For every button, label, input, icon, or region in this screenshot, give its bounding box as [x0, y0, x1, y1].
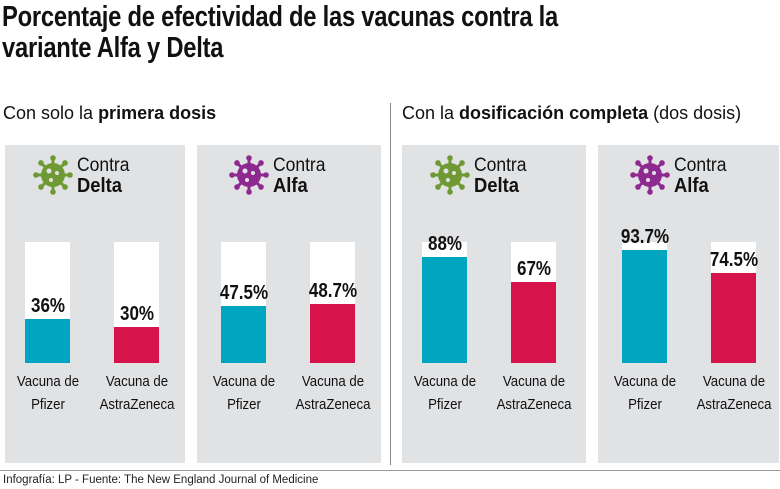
virus-icon: [430, 155, 470, 195]
virus-icon: [630, 155, 670, 195]
footer-rule: [0, 470, 780, 471]
bar-astrazeneca: [114, 327, 159, 363]
footer-credit: Infografía: LP - Fuente: The New England…: [3, 474, 319, 486]
data-label: 47.5%: [219, 282, 269, 304]
panel-header: Contra Delta: [33, 155, 134, 197]
panel-title-top: Contra: [77, 155, 130, 176]
bar-astrazeneca: [310, 304, 355, 363]
bar-pfizer: [622, 250, 667, 363]
category-line: AstraZeneca: [295, 396, 371, 413]
category-line: AstraZeneca: [496, 396, 572, 413]
panel-title-variant: Delta: [77, 175, 122, 197]
category-line: Pfizer: [628, 396, 662, 413]
data-label: 93.7%: [620, 226, 670, 248]
data-label: 74.5%: [709, 249, 759, 271]
virus-icon: [33, 155, 73, 195]
category-line: AstraZeneca: [99, 396, 175, 413]
bar-astrazeneca: [711, 273, 756, 363]
category-label: Vacuna de AstraZeneca: [494, 370, 573, 416]
category-line: Vacuna de: [105, 373, 169, 390]
category-line: Vacuna de: [413, 373, 477, 390]
data-label: 48.7%: [308, 280, 358, 302]
panel-title-variant: Delta: [474, 175, 519, 197]
data-label: 67%: [516, 258, 552, 280]
category-line: Vacuna de: [502, 373, 566, 390]
bar-pfizer: [25, 319, 70, 363]
category-label: Vacuna de AstraZeneca: [694, 370, 773, 416]
bar-pfizer: [422, 257, 467, 363]
section-title-first-dose: Con solo la primera dosis: [3, 103, 217, 123]
panel-header: Contra Alfa: [630, 155, 731, 197]
category-label: Vacuna de Pfizer: [405, 370, 484, 416]
chart-panel-delta: Contra Delta 88% Vacuna de Pfizer 67% Vacuna d…: [402, 145, 586, 463]
bar-astrazeneca: [511, 282, 556, 363]
category-line: Vacuna de: [212, 373, 276, 390]
category-line: AstraZeneca: [696, 396, 772, 413]
panel-title-variant: Alfa: [273, 175, 308, 197]
category-line: Pfizer: [31, 396, 65, 413]
category-line: Pfizer: [227, 396, 261, 413]
bar-pfizer: [221, 306, 266, 363]
category-label: Vacuna de Pfizer: [204, 370, 283, 416]
panel-title-variant: Alfa: [674, 175, 709, 197]
chart-panel-alfa: Contra Alfa 47.5% Vacuna de Pfizer 48.7% Vacun…: [197, 145, 381, 463]
data-label: 88%: [427, 233, 463, 255]
section-divider: [390, 103, 391, 465]
category-label: Vacuna de Pfizer: [605, 370, 684, 416]
panel-header: Contra Delta: [430, 155, 531, 197]
virus-icon: [229, 155, 269, 195]
category-line: Vacuna de: [301, 373, 365, 390]
data-label: 36%: [30, 295, 66, 317]
section-title-full-dose: Con la dosificación completa (dos dosis): [402, 103, 742, 123]
data-label: 30%: [119, 303, 155, 325]
panel-title-top: Contra: [674, 155, 727, 176]
panel-title-top: Contra: [474, 155, 527, 176]
category-line: Pfizer: [428, 396, 462, 413]
category-label: Vacuna de AstraZeneca: [293, 370, 372, 416]
panel-header: Contra Alfa: [229, 155, 330, 197]
category-line: Vacuna de: [613, 373, 677, 390]
category-line: Vacuna de: [16, 373, 80, 390]
chart-panel-delta: Contra Delta 36% Vacuna de Pfizer 30% Vacuna d…: [5, 145, 185, 463]
category-line: Vacuna de: [702, 373, 766, 390]
category-label: Vacuna de Pfizer: [8, 370, 87, 416]
category-label: Vacuna de AstraZeneca: [97, 370, 176, 416]
page-title: Porcentaje de efectividad de las vacunas…: [2, 1, 559, 64]
chart-panel-alfa: Contra Alfa 93.7% Vacuna de Pfizer 74.5% Vacun…: [598, 145, 779, 463]
panel-title-top: Contra: [273, 155, 326, 176]
